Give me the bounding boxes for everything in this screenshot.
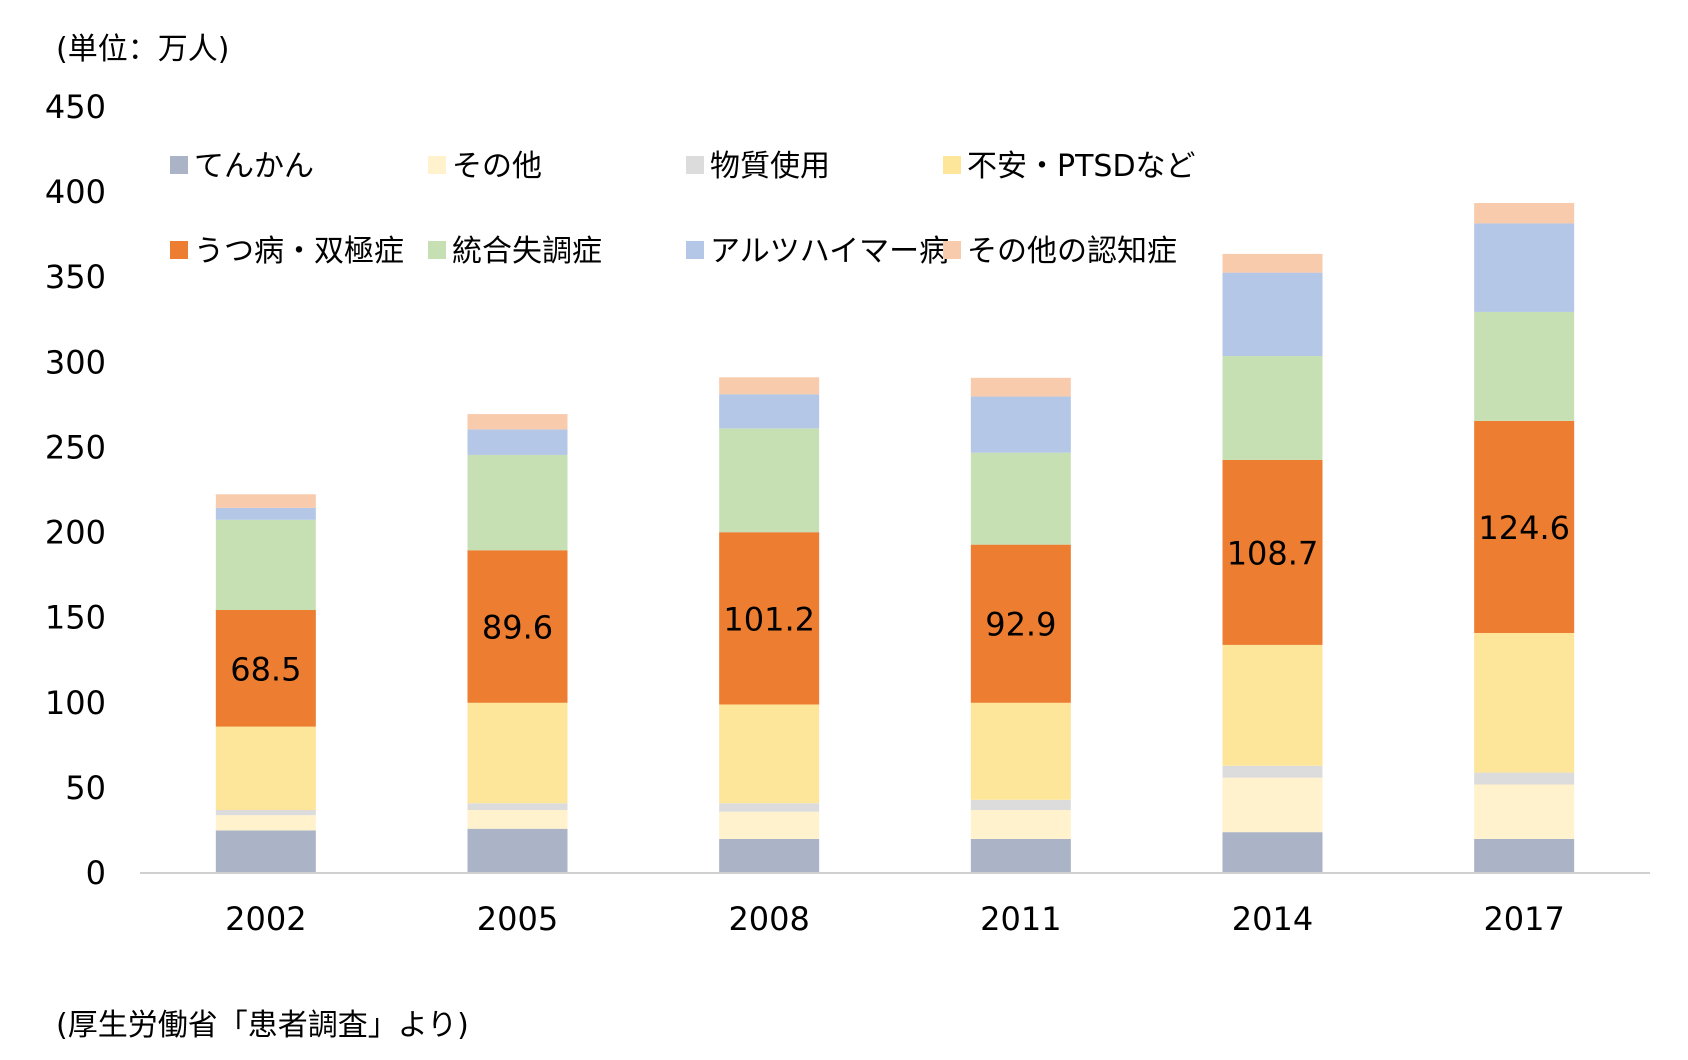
bar-segment xyxy=(1222,777,1323,833)
bar-segment xyxy=(215,810,316,816)
y-tick-label: 400 xyxy=(45,173,106,211)
legend-label: 不安・PTSDなど xyxy=(967,149,1196,184)
legend-swatch xyxy=(170,241,188,259)
bar-segment xyxy=(719,428,820,533)
bar-segment xyxy=(467,803,568,811)
legend-swatch xyxy=(428,241,446,259)
bar-segment xyxy=(1474,838,1575,873)
bar-segment xyxy=(719,394,820,429)
legend-swatch xyxy=(943,156,961,174)
legend-label: その他 xyxy=(452,149,542,184)
source-note: (厚生労働省「患者調査」より) xyxy=(56,1008,469,1043)
y-axis-ticks: 0 50 100 150 200 250 300 350 400 450 xyxy=(45,88,106,892)
legend-label: アルツハイマー病 xyxy=(710,234,949,269)
x-tick-label: 2017 xyxy=(1483,900,1564,938)
bar-segment xyxy=(1222,356,1323,460)
legend-label: てんかん xyxy=(194,149,314,184)
bar-segment xyxy=(719,377,820,395)
data-label: 108.7 xyxy=(1227,534,1319,572)
bar-segment xyxy=(719,532,820,705)
x-tick-label: 2014 xyxy=(1232,900,1313,938)
y-tick-label: 450 xyxy=(45,88,106,126)
bar-segment xyxy=(467,828,568,873)
bar-segment xyxy=(1474,420,1575,633)
bar-segment xyxy=(467,702,568,804)
bar-segment xyxy=(1474,772,1575,785)
data-label: 68.5 xyxy=(230,650,301,688)
legend-label: 物質使用 xyxy=(710,149,830,184)
x-tick-label: 2008 xyxy=(728,900,809,938)
legend-swatch xyxy=(686,241,704,259)
legend-swatch xyxy=(428,156,446,174)
bar-segment xyxy=(719,704,820,804)
y-tick-label: 300 xyxy=(45,343,106,381)
bar-segment xyxy=(467,429,568,455)
bar-segment xyxy=(1222,272,1323,357)
bar-segment xyxy=(215,610,316,727)
bar-stacks xyxy=(215,203,1575,873)
bar-segment xyxy=(970,377,1071,397)
y-tick-label: 0 xyxy=(86,854,106,892)
data-label: 101.2 xyxy=(723,600,815,638)
x-tick-label: 2005 xyxy=(477,900,558,938)
x-tick-label: 2011 xyxy=(980,900,1061,938)
bar-segment xyxy=(467,810,568,829)
bar-segment xyxy=(719,811,820,839)
y-tick-label: 350 xyxy=(45,258,106,296)
x-axis-ticks: 2002 2005 2008 2011 2014 2017 xyxy=(225,900,1565,938)
y-tick-label: 50 xyxy=(65,769,106,807)
bar-segment xyxy=(215,726,316,811)
y-tick-label: 200 xyxy=(45,514,106,552)
x-tick-label: 2002 xyxy=(225,900,306,938)
y-tick-label: 250 xyxy=(45,428,106,466)
legend-swatch xyxy=(686,156,704,174)
bar-segment xyxy=(719,838,820,873)
bar-segment xyxy=(215,494,316,508)
y-tick-label: 100 xyxy=(45,684,106,722)
bar-segment xyxy=(467,550,568,703)
bar-segment xyxy=(970,799,1071,811)
bar-segment xyxy=(1222,765,1323,778)
bar-segment xyxy=(215,519,316,611)
legend-label: 統合失調症 xyxy=(452,234,602,269)
bar-segment xyxy=(970,810,1071,839)
y-tick-label: 150 xyxy=(45,599,106,637)
bar-segment xyxy=(215,507,316,520)
bar-segment xyxy=(1474,632,1575,773)
bar-segment xyxy=(1222,832,1323,873)
unit-label: (単位：万人) xyxy=(56,32,230,67)
bar-segment xyxy=(467,454,568,551)
legend-label: その他の認知症 xyxy=(967,234,1177,269)
bar-segment xyxy=(467,414,568,430)
data-label: 89.6 xyxy=(482,609,553,647)
bar-segment xyxy=(215,815,316,831)
bar-segment xyxy=(970,452,1071,545)
legend-swatch xyxy=(943,241,961,259)
legend-label: うつ病・双極症 xyxy=(194,234,404,269)
data-label: 124.6 xyxy=(1478,509,1570,547)
bar-segment xyxy=(1222,644,1323,766)
bar-segment xyxy=(970,396,1071,453)
bar-segment xyxy=(719,803,820,812)
bar-segment xyxy=(1222,459,1323,645)
bar-segment xyxy=(215,830,316,873)
bar-segment xyxy=(970,702,1071,800)
bar-segment xyxy=(1474,311,1575,421)
bar-segment xyxy=(1474,203,1575,224)
bar-segment xyxy=(1474,784,1575,839)
bar-segment xyxy=(1474,223,1575,312)
bar-segment xyxy=(970,544,1071,703)
bar-segment xyxy=(970,838,1071,873)
legend-swatch xyxy=(170,156,188,174)
data-label: 92.9 xyxy=(985,606,1056,644)
bar-segment xyxy=(1222,253,1323,273)
data-labels: 68.5 89.6 101.2 92.9 108.7 124.6 xyxy=(230,509,1570,688)
